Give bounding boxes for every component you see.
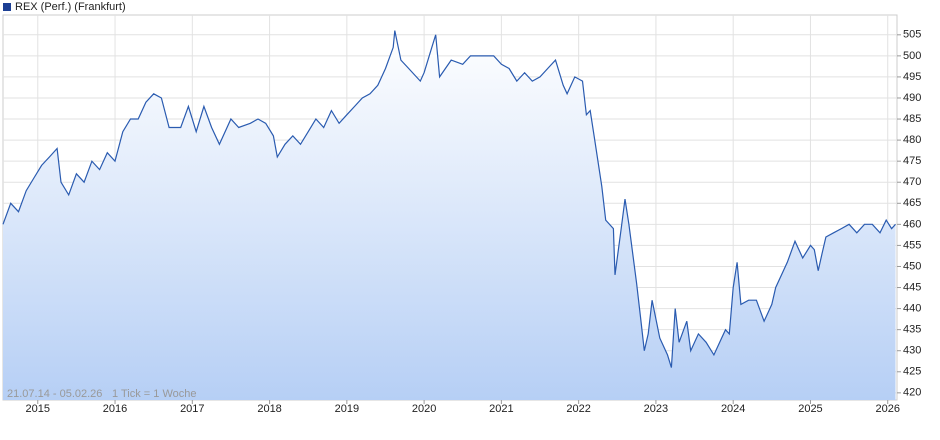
y-tick-label: 440	[903, 303, 921, 315]
y-tick-label: 465	[903, 197, 921, 209]
x-tick-label: 2026	[875, 403, 899, 415]
y-tick-label: 470	[903, 176, 921, 188]
x-tick-label: 2016	[103, 403, 127, 415]
y-tick-label: 450	[903, 260, 921, 272]
x-tick-label: 2024	[721, 403, 745, 415]
x-tick-label: 2021	[489, 403, 513, 415]
x-tick-label: 2018	[257, 403, 281, 415]
tick-note: 1 Tick = 1 Woche	[112, 388, 196, 400]
legend-label: REX (Perf.) (Frankfurt)	[15, 1, 126, 13]
y-tick-label: 480	[903, 134, 921, 146]
area	[3, 30, 896, 400]
y-tick-label: 445	[903, 281, 921, 293]
y-tick-label: 425	[903, 366, 921, 378]
x-tick-label: 2017	[180, 403, 204, 415]
line	[2, 30, 896, 368]
y-tick-label: 495	[903, 71, 921, 83]
x-tick-label: 2020	[412, 403, 436, 415]
y-tick-label: 500	[903, 50, 921, 62]
y-tick-label: 455	[903, 239, 921, 251]
range-note: 21.07.14 - 05.02.26	[7, 388, 102, 400]
x-tick-label: 2019	[335, 403, 359, 415]
x-tick-label: 2022	[566, 403, 590, 415]
legend-swatch	[3, 3, 11, 11]
y-tick-label: 505	[903, 29, 921, 41]
x-tick-label: 2023	[644, 403, 668, 415]
y-tick-label: 420	[903, 387, 921, 399]
y-tick-label: 475	[903, 155, 921, 167]
x-tick-label: 2015	[26, 403, 50, 415]
y-tick-label: 490	[903, 92, 921, 104]
y-tick-label: 435	[903, 324, 921, 336]
y-tick-label: 485	[903, 113, 921, 125]
y-tick-label: 430	[903, 345, 921, 357]
y-tick-label: 460	[903, 218, 921, 230]
x-tick-label: 2025	[798, 403, 822, 415]
